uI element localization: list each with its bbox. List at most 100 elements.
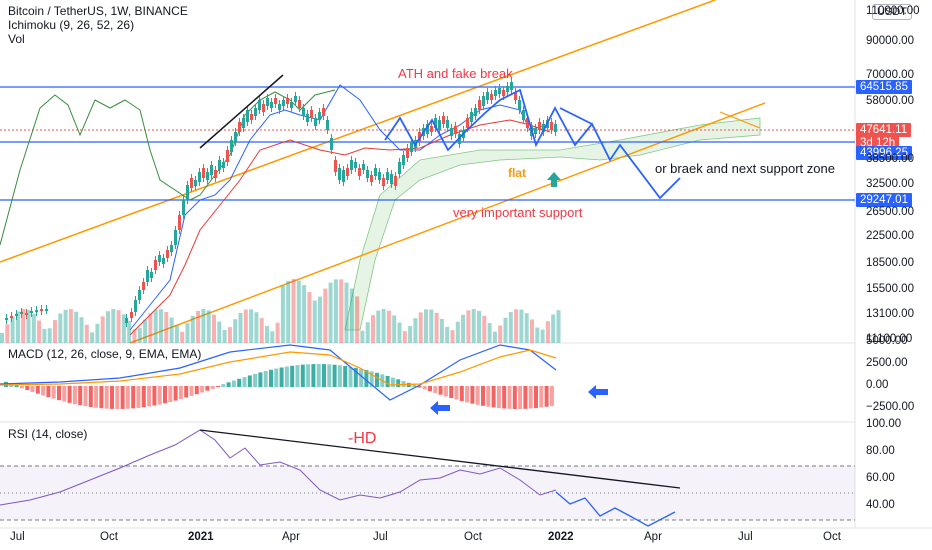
candle xyxy=(366,170,369,178)
candle xyxy=(298,100,301,108)
up-arrow-icon xyxy=(547,172,561,187)
candle xyxy=(270,102,273,108)
price-axis-label: 15500.00 xyxy=(866,283,914,295)
macd-histogram-bar xyxy=(141,386,146,408)
volume-bar xyxy=(471,309,476,343)
volume-bar xyxy=(116,310,121,343)
volume-bar xyxy=(519,309,524,343)
volume-bar xyxy=(15,311,20,343)
volume-bar xyxy=(545,321,550,343)
rsi-axis-label: 60.00 xyxy=(866,472,895,484)
candle xyxy=(310,110,313,118)
candle xyxy=(362,164,365,170)
macd-histogram-bar xyxy=(67,386,72,403)
candle xyxy=(274,98,277,104)
candle xyxy=(154,260,157,270)
volume-bar xyxy=(355,296,360,343)
macd-histogram-bar xyxy=(94,386,99,408)
macd-histogram-bar xyxy=(99,386,104,409)
annotation-ath: ATH and fake break xyxy=(398,66,513,81)
macd-histogram-bar xyxy=(221,384,226,387)
candle xyxy=(210,165,213,175)
volume-bar xyxy=(381,309,386,343)
macd-histogram-bar xyxy=(274,368,279,387)
candle xyxy=(322,108,325,116)
projection-path xyxy=(384,88,681,200)
annotation-hidden-divergence: -HD xyxy=(348,430,377,447)
macd-histogram-bar xyxy=(300,364,305,387)
trendline-cross xyxy=(719,111,761,129)
price-axis-label: 22500.00 xyxy=(866,230,914,242)
macd-histogram-bar xyxy=(226,382,231,387)
candle xyxy=(370,175,373,182)
volume-bar xyxy=(556,310,561,343)
candle xyxy=(294,96,297,102)
volume-bar xyxy=(270,331,275,343)
candle xyxy=(246,110,249,122)
volume-bar xyxy=(21,309,26,343)
ichimoku-cloud xyxy=(344,117,761,331)
macd-histogram-bar xyxy=(322,364,326,387)
macd-histogram-bar xyxy=(470,386,475,404)
macd-histogram-bar xyxy=(163,386,167,404)
macd-histogram-bar xyxy=(475,386,480,405)
candle xyxy=(262,104,265,112)
candle xyxy=(430,126,433,132)
candle xyxy=(350,160,353,170)
volume-bar xyxy=(174,325,179,343)
macd-histogram-bar xyxy=(131,386,136,409)
base-line xyxy=(129,119,551,336)
volume-bar xyxy=(439,318,444,343)
candle xyxy=(398,162,401,174)
candle xyxy=(230,140,233,152)
macd-axis-label: 2500.00 xyxy=(866,357,908,369)
macd-histogram-bar xyxy=(523,386,528,409)
volume-bar xyxy=(280,285,285,343)
macd-histogram-bar xyxy=(459,386,464,402)
macd-histogram-bar xyxy=(120,386,125,409)
candle xyxy=(186,185,189,200)
time-axis-label: 2022 xyxy=(548,531,574,543)
macd-histogram-bar xyxy=(152,386,157,406)
volume-bar xyxy=(482,315,487,343)
volume-bar xyxy=(132,329,137,343)
candle xyxy=(214,170,217,178)
rsi-legend: RSI (14, close) xyxy=(8,427,88,441)
macd-histogram-bar xyxy=(412,384,417,387)
candle xyxy=(238,122,241,132)
candle xyxy=(426,124,429,134)
volume-bar xyxy=(42,328,47,343)
volume-legend: Vol xyxy=(8,32,25,46)
candle xyxy=(474,108,477,116)
volume-bar xyxy=(206,310,211,343)
candle xyxy=(40,309,43,311)
macd-histogram-bar xyxy=(178,386,183,400)
macd-histogram-bar xyxy=(189,386,194,396)
macd-histogram-bar xyxy=(115,386,120,409)
volume-bar xyxy=(5,324,10,343)
volume-bar xyxy=(392,315,397,343)
volume-bar xyxy=(143,319,148,343)
volume-bar xyxy=(169,317,174,343)
time-axis-label: Jul xyxy=(738,531,753,543)
candle xyxy=(174,230,177,245)
candle xyxy=(478,100,481,110)
volume-bar xyxy=(455,321,460,343)
candle xyxy=(206,172,209,180)
candle xyxy=(378,172,381,180)
time-axis-label: Oct xyxy=(823,531,841,543)
macd-histogram-bar xyxy=(184,386,189,398)
candle xyxy=(486,92,489,100)
time-axis-label: Apr xyxy=(282,531,300,543)
volume-bar xyxy=(95,323,100,343)
price-axis-label: 38500.00 xyxy=(866,153,914,165)
macd-histogram-bar xyxy=(253,373,258,387)
candle xyxy=(130,312,133,318)
candle xyxy=(170,245,173,252)
volume-bar xyxy=(79,317,84,343)
volume-bar xyxy=(275,322,280,343)
currency-badge[interactable]: USDT xyxy=(872,4,912,20)
candle xyxy=(338,168,341,180)
candle xyxy=(470,112,473,122)
macd-histogram-bar xyxy=(396,379,401,387)
